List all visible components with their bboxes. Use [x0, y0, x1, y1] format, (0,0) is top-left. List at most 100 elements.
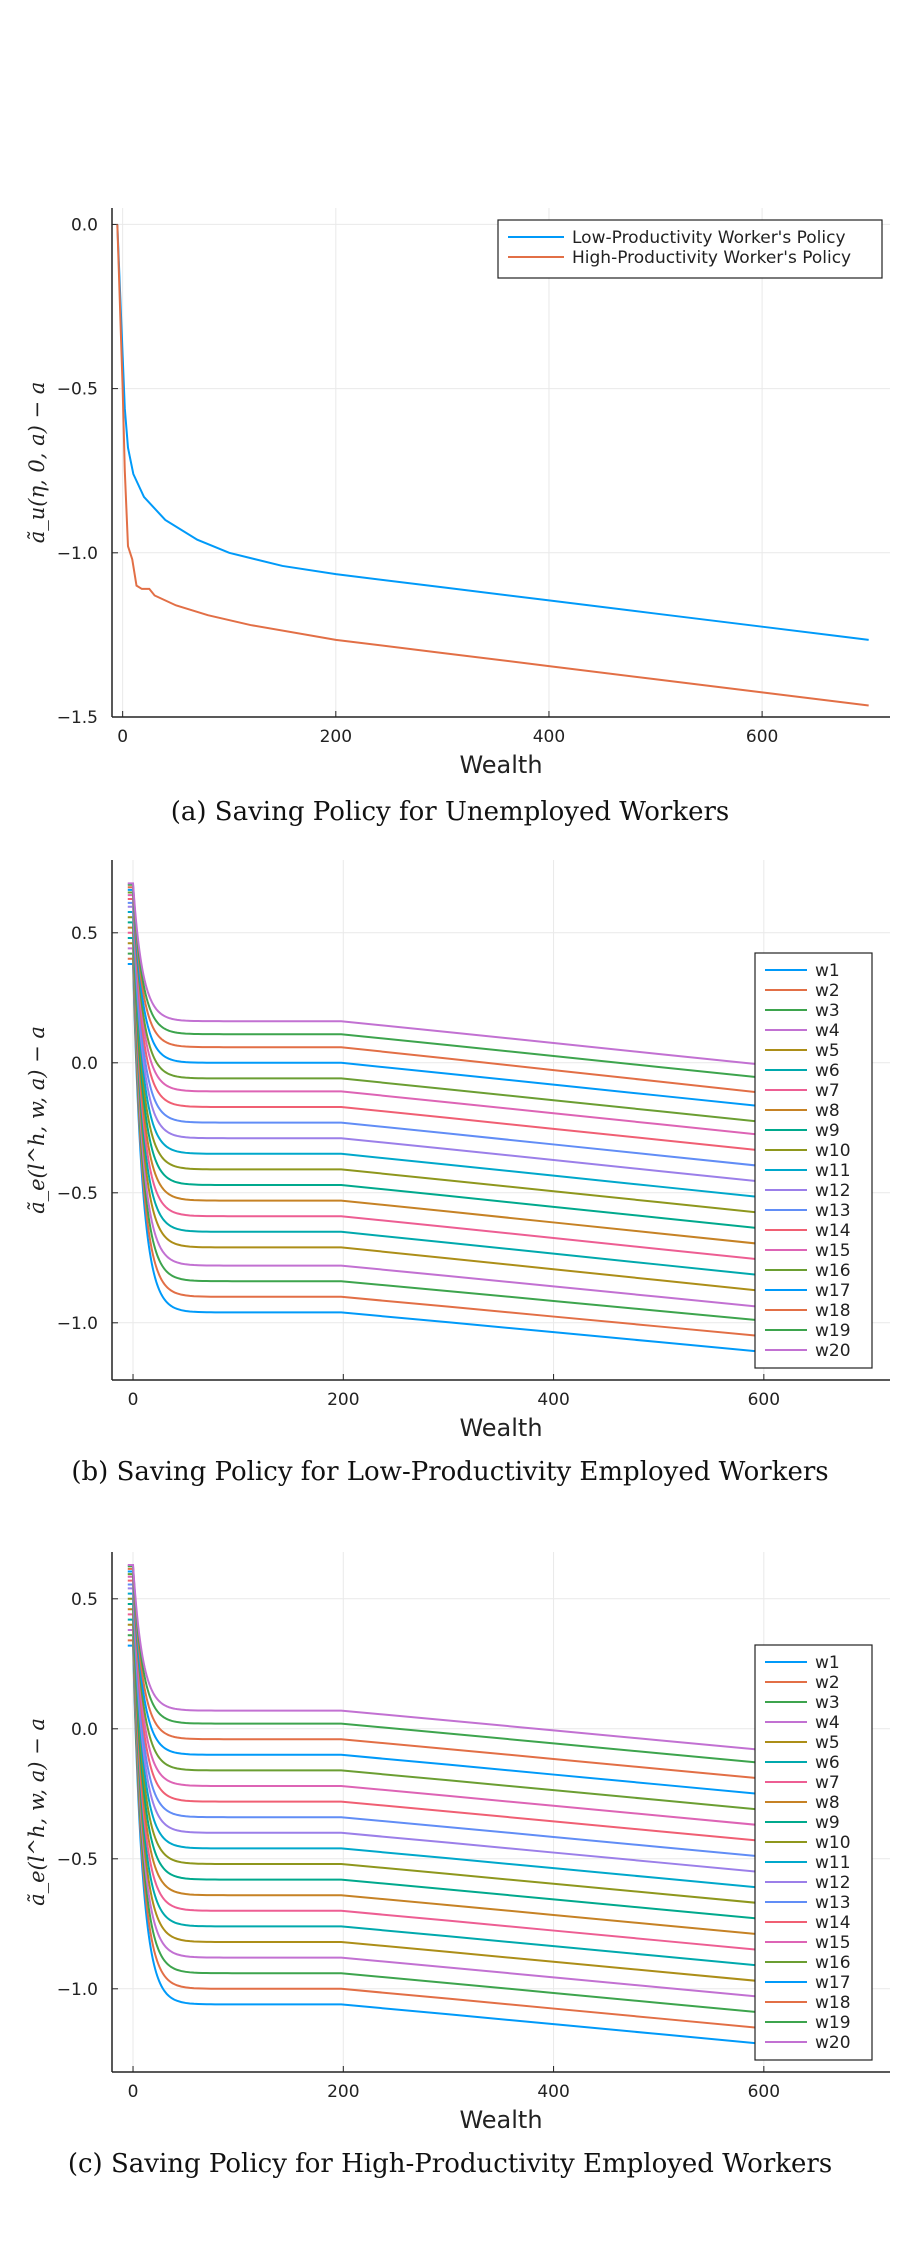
legend-label: w14 [815, 1913, 851, 1933]
legend-label: w11 [815, 1853, 851, 1873]
series-line-2 [116, 224, 869, 707]
legend-label: w19 [815, 2013, 851, 2033]
series-line-w17 [127, 1570, 870, 1806]
legend-label: w4 [815, 1021, 840, 1041]
x-tick-label: 400 [533, 727, 565, 747]
y-tick-label: −1.0 [57, 1980, 98, 2000]
series-line-w10 [127, 916, 870, 1225]
y-tick-label: −0.5 [57, 1184, 98, 1204]
series-line-w20 [127, 882, 870, 1077]
y-tick-label: 0.0 [71, 1054, 98, 1074]
legend-label: w10 [815, 1141, 851, 1161]
y-tick-label: 0.5 [71, 924, 98, 944]
x-tick-label: 600 [746, 727, 778, 747]
legend-label: w13 [815, 1201, 851, 1221]
legend-label: w13 [815, 1893, 851, 1913]
legend-label: w11 [815, 1161, 851, 1181]
series-line-w7 [127, 1613, 870, 1962]
legend: w1w2w3w4w5w6w7w8w9w10w11w12w13w14w15w16w… [754, 1644, 873, 2061]
y-tick-label: 0.0 [71, 215, 98, 235]
legend-label: w7 [815, 1773, 840, 1793]
series-line-w5 [127, 1623, 870, 1993]
series-line-w14 [127, 898, 870, 1163]
legend-label: w9 [815, 1813, 840, 1833]
plot-area [127, 1564, 870, 2055]
series-line-w16 [127, 1573, 870, 1821]
y-axis-label: ã_u(η, 0, a) − a [25, 382, 49, 544]
legend-label: w18 [815, 1301, 851, 1321]
legend: Low-Productivity Worker's PolicyHigh-Pro… [497, 219, 883, 279]
figure-caption: (a) Saving Policy for Unemployed Workers [171, 797, 729, 827]
series-line-w1 [127, 1644, 870, 2055]
legend-label: w2 [815, 1673, 840, 1693]
legend-label: w14 [815, 1221, 851, 1241]
legend-label: w2 [815, 981, 840, 1001]
y-axis-label: ã_e(l^h, w, a) − a [25, 1718, 49, 1906]
series-line-1 [116, 224, 869, 641]
figure-caption: (c) Saving Policy for High-Productivity … [68, 2149, 832, 2179]
series-line-w3 [127, 952, 870, 1332]
series-line-w6 [127, 1618, 870, 1977]
legend-label: w10 [815, 1833, 851, 1853]
legend-label: w3 [815, 1693, 840, 1713]
y-tick-label: −0.5 [57, 1850, 98, 1870]
series-line-w19 [127, 1565, 870, 1774]
series-line-w11 [127, 911, 870, 1210]
legend-box [497, 219, 883, 279]
x-tick-label: 400 [537, 1390, 569, 1410]
series-line-w8 [127, 926, 870, 1257]
legend-label: w6 [815, 1061, 840, 1081]
series-line-w13 [127, 1583, 870, 1868]
x-axis-label: Wealth [459, 751, 542, 779]
series-line-w9 [127, 1603, 870, 1930]
legend-label: w6 [815, 1753, 840, 1773]
legend-label: w4 [815, 1713, 840, 1733]
series-line-w2 [127, 957, 870, 1348]
x-tick-label: 400 [537, 2082, 569, 2102]
legend-label: w16 [815, 1953, 851, 1973]
series-line-w9 [127, 921, 870, 1241]
series-line-w5 [127, 942, 870, 1303]
x-tick-label: 0 [128, 1390, 139, 1410]
legend-label: w1 [815, 961, 840, 981]
chart-panel-3: 0 200 400 600 0.5 0.0 −0.5 −1.0 Wealth ã_e(l^h, w… [25, 1552, 890, 2179]
plot-area [127, 882, 870, 1363]
legend-label: w20 [815, 2033, 851, 2053]
series-line-w15 [127, 894, 870, 1147]
x-axis-label: Wealth [459, 2106, 542, 2134]
legend-label: w5 [815, 1041, 840, 1061]
series-line-w16 [127, 891, 870, 1134]
legend-label: Low-Productivity Worker's Policy [572, 228, 846, 248]
legend-label: w19 [815, 1321, 851, 1341]
series-line-w13 [127, 901, 870, 1179]
series-line-w7 [127, 931, 870, 1272]
legend-label: w9 [815, 1121, 840, 1141]
series-line-w8 [127, 1608, 870, 1946]
series-line-w3 [127, 1634, 870, 2024]
x-tick-label: 200 [327, 2082, 359, 2102]
series-line-w2 [127, 1639, 870, 2040]
series-line-w4 [127, 1629, 870, 2008]
legend-label: w3 [815, 1001, 840, 1021]
series-line-w14 [127, 1579, 870, 1852]
legend-label: w15 [815, 1241, 851, 1261]
y-axis-label: ã_e(l^h, w, a) − a [25, 1026, 49, 1214]
x-tick-label: 600 [748, 2082, 780, 2102]
series-line-w15 [127, 1575, 870, 1837]
series-line-w20 [127, 1564, 870, 1761]
x-tick-label: 200 [327, 1390, 359, 1410]
series-line-w19 [127, 883, 870, 1090]
legend-label: w20 [815, 1341, 851, 1361]
x-tick-label: 0 [128, 2082, 139, 2102]
x-axis-label: Wealth [459, 1414, 542, 1442]
legend-label: w17 [815, 1281, 851, 1301]
series-line-w1 [127, 963, 870, 1363]
chart-panel-1: 0 200 400 600 0.0 −0.5 −1.0 −1.5 Wealth ã_u(η, 0,… [25, 208, 890, 827]
legend-box [754, 1644, 873, 2061]
y-tick-label: −1.0 [57, 1314, 98, 1334]
legend-label: High-Productivity Worker's Policy [572, 248, 851, 268]
legend-label: w12 [815, 1181, 851, 1201]
legend-label: w17 [815, 1973, 851, 1993]
series-line-w12 [127, 905, 870, 1194]
